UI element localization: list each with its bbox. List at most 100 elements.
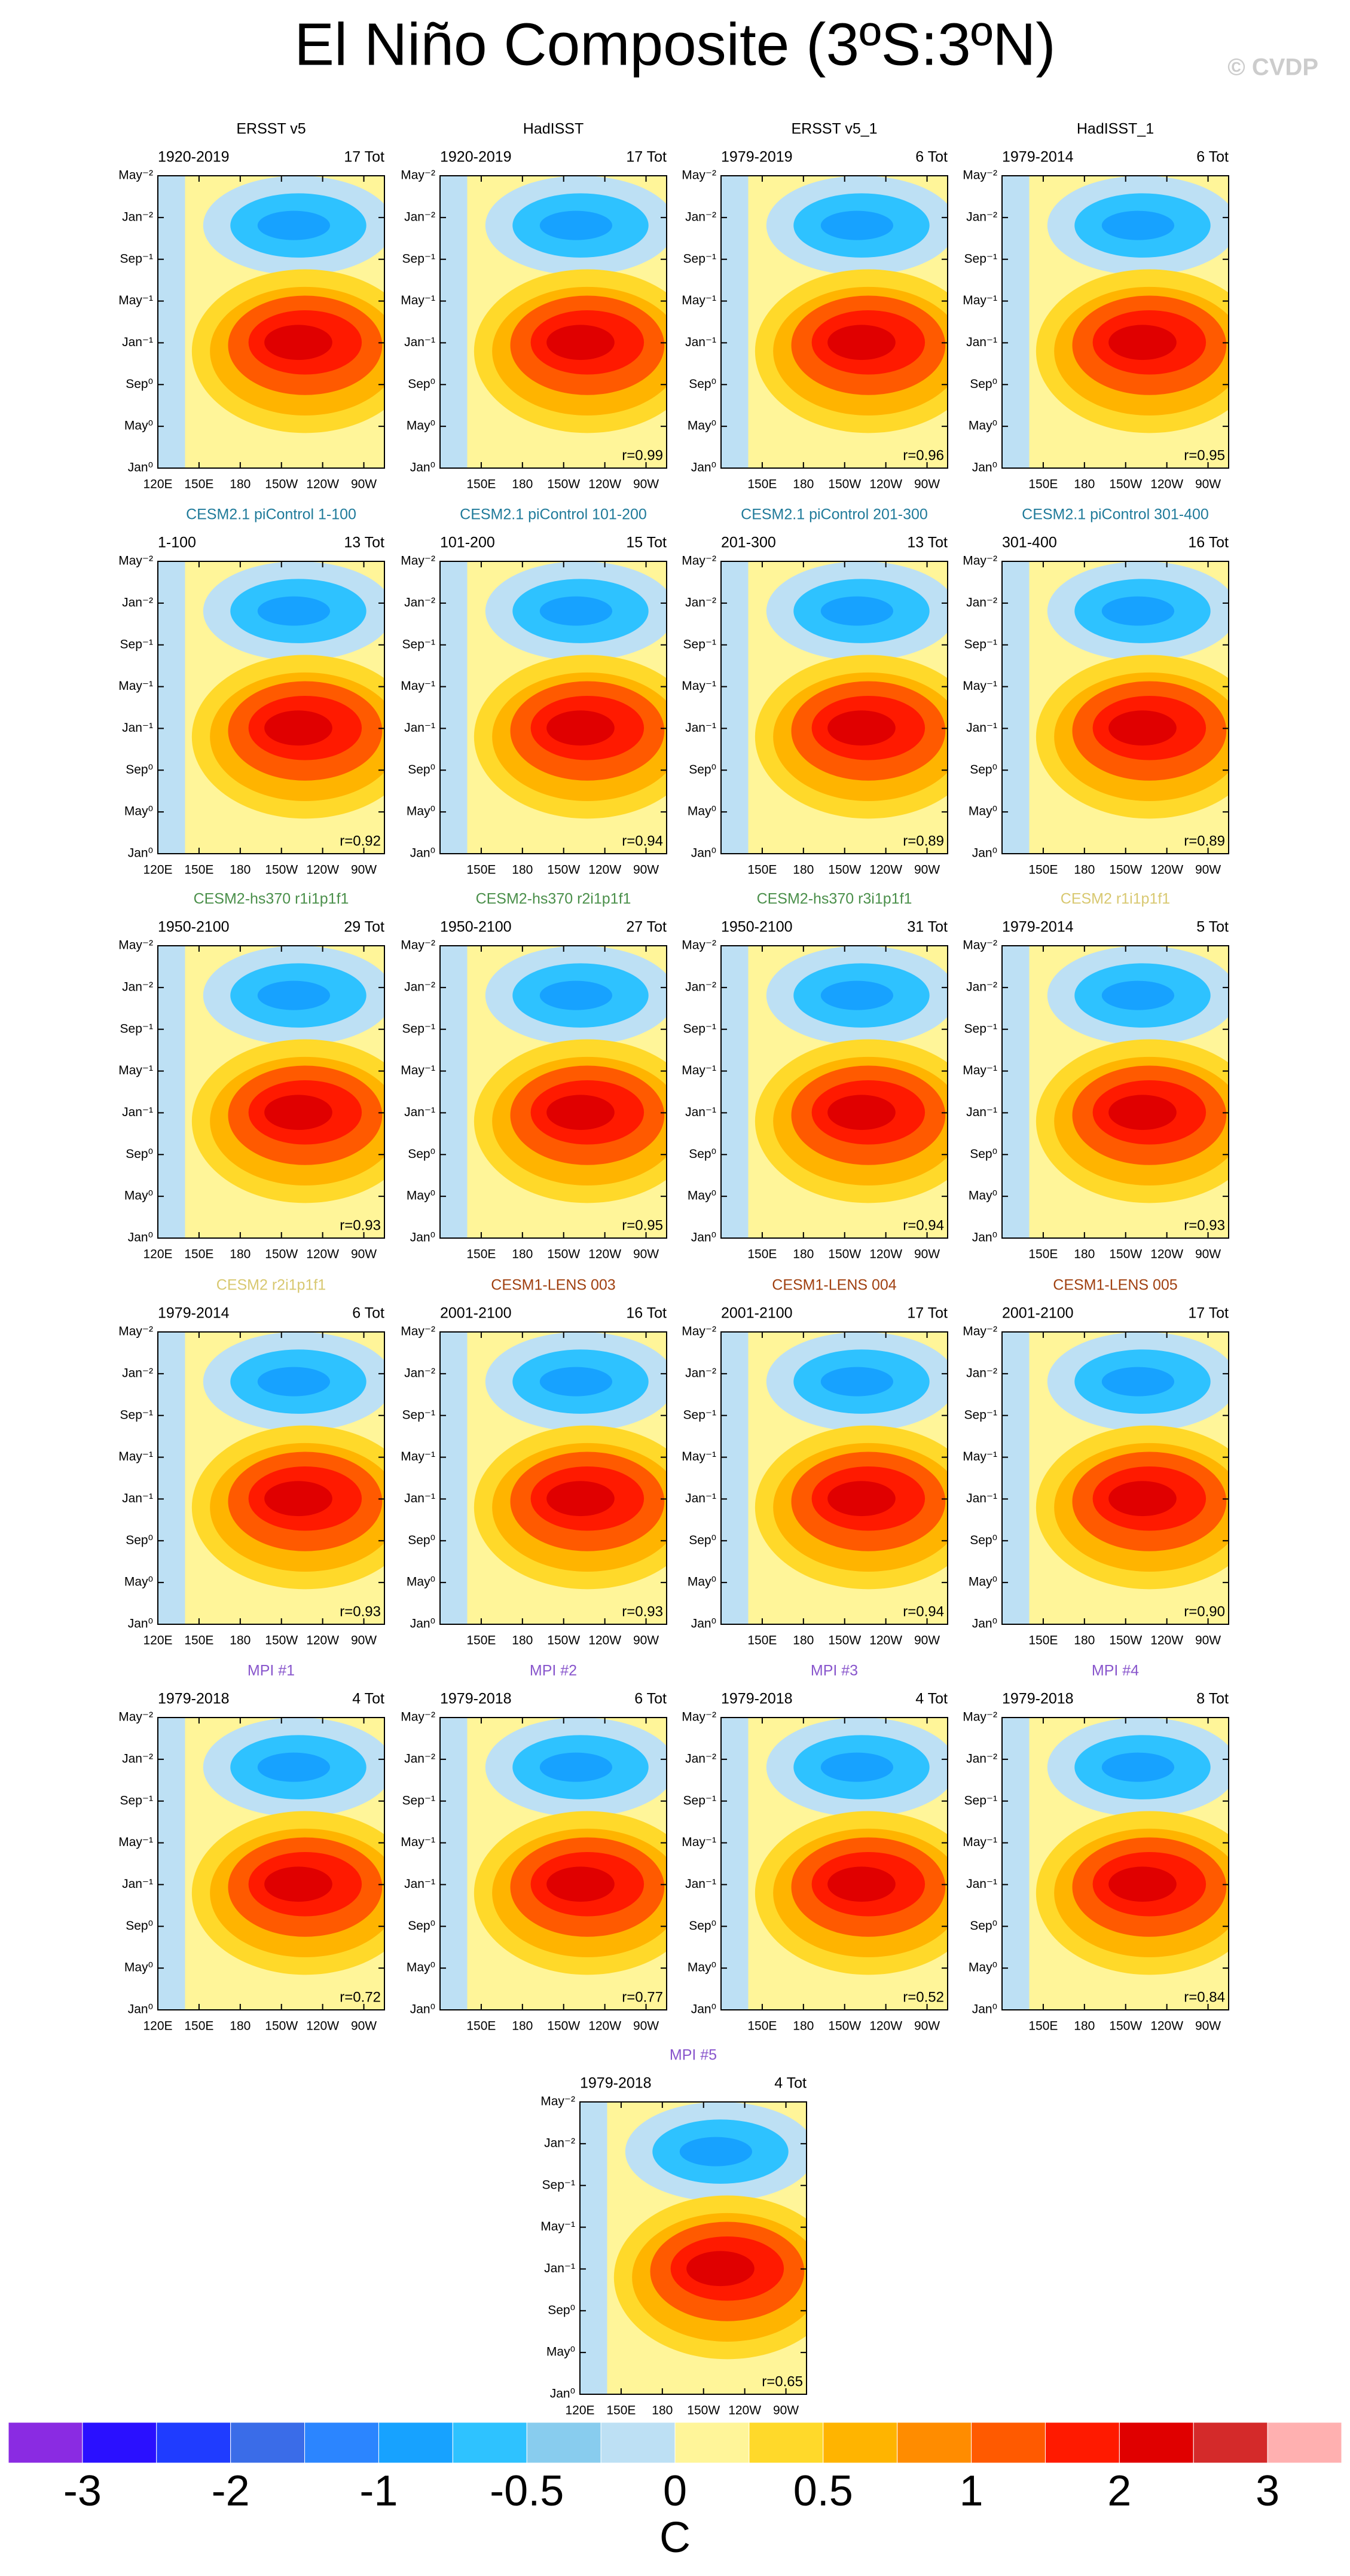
y-tick-label: Sep⁰	[970, 1147, 997, 1161]
y-tick-label: Jan⁻¹	[404, 1105, 435, 1119]
y-tick-label: Jan⁻²	[966, 1366, 997, 1380]
panel-title: CESM2 r1i1p1f1	[1061, 891, 1170, 907]
colorbar-box	[600, 2422, 676, 2464]
panel: CESM1-LENS 003 2001-2100 16 Tot r=0.93 May⁻²…	[401, 1277, 667, 1648]
x-tick-label: 90W	[633, 1634, 659, 1648]
panel-title: HadISST_1	[1077, 121, 1154, 137]
contour-field	[721, 1332, 948, 1624]
colorbar-box	[526, 2422, 601, 2464]
y-tick-label: May⁰	[124, 1961, 153, 1975]
colorbar-box	[156, 2422, 231, 2464]
y-tick-label: Jan⁻²	[544, 2136, 575, 2150]
panel-left-label: 1979-2018	[440, 1691, 512, 1707]
x-tick-label: 180	[793, 1248, 814, 1261]
x-tick-label: 120W	[306, 1634, 339, 1648]
correlation-label: r=0.65	[762, 2373, 803, 2389]
x-tick-label: 120W	[588, 1634, 621, 1648]
y-tick-label: May⁰	[969, 1189, 997, 1203]
colorbar-label: 0	[663, 2467, 687, 2515]
x-tick-label: 150W	[828, 1634, 861, 1648]
y-tick-label: Jan⁻²	[404, 1366, 435, 1380]
y-tick-label: Jan⁻¹	[122, 721, 153, 735]
y-tick-label: Jan⁻¹	[685, 335, 716, 349]
correlation-label: r=0.93	[622, 1603, 663, 1619]
field-warm	[1108, 1095, 1177, 1130]
y-tick-label: Jan⁻²	[404, 595, 435, 609]
y-tick-label: May⁻¹	[401, 1450, 435, 1463]
y-tick-label: Jan⁻²	[122, 210, 153, 224]
y-tick-label: May⁻²	[401, 169, 435, 182]
x-tick-label: 180	[1074, 1248, 1095, 1261]
y-tick-label: Sep⁻¹	[683, 1022, 716, 1035]
panel: CESM2-hs370 r1i1p1f1 1950-2100 29 Tot r=0.9…	[118, 891, 385, 1261]
colorbar-label: 0.5	[793, 2467, 853, 2515]
y-tick-label: May⁻²	[118, 1325, 153, 1339]
contour-field	[1002, 1718, 1229, 2010]
y-tick-label: Jan⁻²	[685, 210, 716, 224]
y-tick-label: Sep⁻¹	[683, 1408, 716, 1422]
plot-frame	[439, 1717, 667, 2010]
y-tick-label: May⁰	[124, 1575, 153, 1589]
field-warm	[264, 325, 332, 360]
x-tick-label: 90W	[633, 1248, 659, 1261]
field-west	[580, 2102, 607, 2394]
field-warm	[264, 1095, 332, 1130]
panel-right-label: 15 Tot	[626, 534, 667, 551]
correlation-label: r=0.93	[340, 1217, 381, 1233]
y-tick-label: May⁰	[688, 805, 716, 818]
field-west	[440, 946, 468, 1238]
y-tick-label: Jan⁻¹	[404, 721, 435, 735]
y-tick-label: May⁻¹	[118, 1450, 153, 1463]
y-tick-label: Jan⁰	[128, 1617, 153, 1631]
y-tick-label: Jan⁰	[550, 2387, 575, 2401]
field-west	[1002, 561, 1030, 854]
x-tick-label: 150E	[184, 478, 213, 491]
x-tick-label: 90W	[914, 1248, 940, 1261]
colorbar-box	[897, 2422, 972, 2464]
x-tick-label: 180	[230, 1248, 251, 1261]
y-tick-label: Sep⁻¹	[120, 1793, 153, 1807]
y-tick-label: May⁰	[688, 1189, 716, 1203]
y-tick-label: May⁰	[407, 805, 435, 818]
y-tick-label: Jan⁻²	[122, 980, 153, 994]
y-tick-label: Jan⁻²	[966, 210, 997, 224]
contour-field	[440, 1332, 667, 1624]
y-tick-label: Jan⁰	[691, 461, 716, 475]
panel: CESM1-LENS 004 2001-2100 17 Tot r=0.94 May⁻²…	[682, 1277, 948, 1648]
plot-frame	[1001, 1717, 1229, 2010]
y-tick-label: May⁻¹	[682, 1064, 716, 1077]
x-tick-label: 150E	[466, 2019, 496, 2033]
field-west	[440, 1718, 468, 2010]
x-tick-label: 90W	[773, 2404, 799, 2418]
panel: CESM2 r1i1p1f1 1979-2014 5 Tot r=0.93 May⁻² J…	[963, 891, 1229, 1261]
contour-field	[721, 1718, 948, 2010]
x-tick-label: 150W	[828, 863, 861, 877]
y-tick-label: May⁻¹	[963, 1835, 997, 1849]
y-tick-label: Sep⁰	[970, 763, 997, 777]
y-tick-label: Sep⁰	[408, 1533, 435, 1547]
y-tick-label: Sep⁰	[970, 1533, 997, 1547]
contour-field	[440, 561, 667, 854]
panel-right-label: 31 Tot	[907, 919, 948, 936]
panel-left-label: 1920-2019	[440, 149, 512, 166]
correlation-label: r=0.93	[1184, 1217, 1225, 1233]
x-tick-label: 120E	[143, 1248, 172, 1261]
panel-right-label: 4 Tot	[352, 1691, 384, 1707]
colorbar-box	[1267, 2422, 1342, 2464]
panel-right-label: 13 Tot	[344, 534, 384, 551]
x-tick-label: 150E	[1028, 478, 1058, 491]
panel: MPI #2 1979-2018 6 Tot r=0.77 May⁻² Jan⁻² Sep⁻…	[401, 1663, 667, 2033]
plot-frame	[720, 1331, 948, 1625]
x-tick-label: 90W	[633, 2019, 659, 2033]
y-tick-label: May⁰	[546, 2345, 575, 2359]
x-tick-label: 120W	[869, 1248, 902, 1261]
x-tick-label: 120W	[728, 2404, 761, 2418]
panel-left-label: 1950-2100	[158, 919, 230, 936]
x-tick-label: 180	[1074, 1634, 1095, 1648]
colorbar-box	[749, 2422, 824, 2464]
panel-title: CESM2-hs370 r1i1p1f1	[194, 891, 349, 907]
x-tick-label: 90W	[914, 863, 940, 877]
contour-field	[440, 176, 667, 468]
correlation-label: r=0.90	[1184, 1603, 1225, 1619]
